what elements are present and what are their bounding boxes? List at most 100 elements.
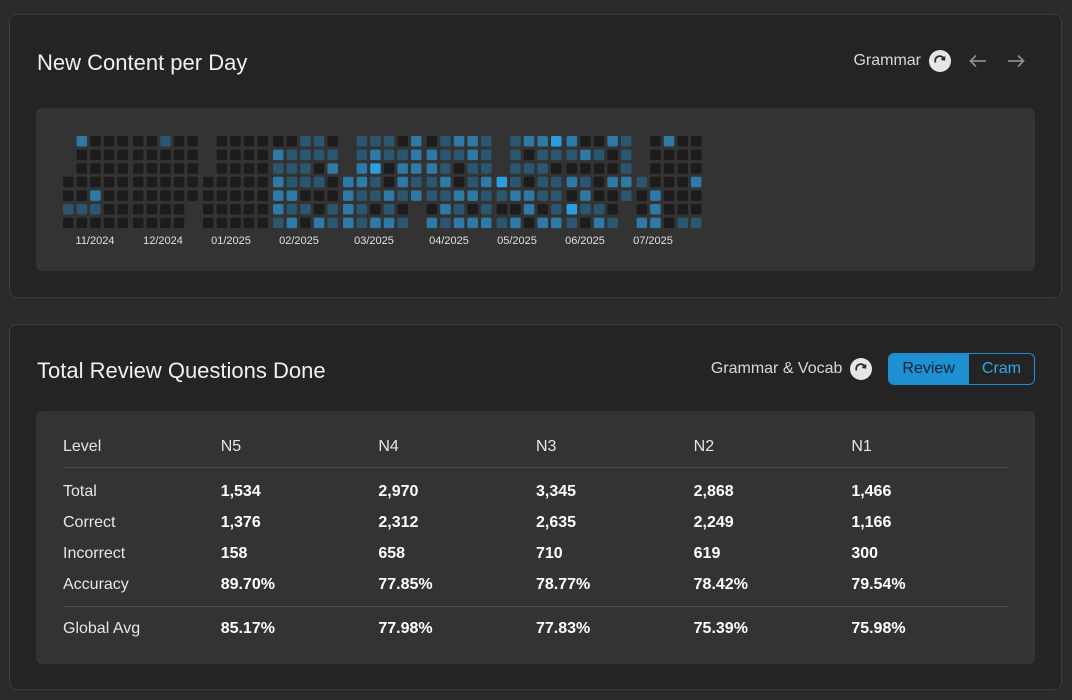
- heatmap-cell[interactable]: [551, 149, 562, 161]
- heatmap-cell[interactable]: [356, 217, 368, 229]
- heatmap-cell[interactable]: [370, 163, 381, 174]
- heatmap-cell[interactable]: [607, 204, 618, 215]
- heatmap-cell[interactable]: [160, 149, 171, 161]
- heatmap-cell[interactable]: [650, 204, 661, 215]
- heatmap-cell[interactable]: [467, 190, 478, 201]
- heatmap-cell[interactable]: [593, 176, 605, 188]
- heatmap-cell[interactable]: [607, 217, 618, 229]
- heatmap-cell[interactable]: [691, 163, 702, 174]
- heatmap-cell[interactable]: [356, 149, 368, 161]
- heatmap-cell[interactable]: [537, 190, 548, 201]
- heatmap-cell[interactable]: [677, 149, 688, 161]
- heatmap-cell[interactable]: [426, 136, 438, 147]
- heatmap-cell[interactable]: [63, 176, 74, 188]
- heatmap-cell[interactable]: [273, 149, 284, 161]
- heatmap-cell[interactable]: [133, 217, 144, 229]
- heatmap-cell[interactable]: [243, 190, 255, 201]
- heatmap-cell[interactable]: [510, 190, 521, 201]
- heatmap-cell[interactable]: [343, 204, 354, 215]
- heatmap-cell[interactable]: [537, 163, 548, 174]
- heatmap-cell[interactable]: [356, 190, 368, 201]
- heatmap-cell[interactable]: [440, 149, 451, 161]
- heatmap-cell[interactable]: [593, 190, 605, 201]
- heatmap-cell[interactable]: [453, 190, 465, 201]
- heatmap-cell[interactable]: [481, 217, 492, 229]
- heatmap-cell[interactable]: [90, 176, 101, 188]
- heatmap-cell[interactable]: [63, 190, 74, 201]
- heatmap-cell[interactable]: [133, 176, 144, 188]
- heatmap-cell[interactable]: [677, 190, 688, 201]
- heatmap-cell[interactable]: [286, 176, 298, 188]
- cram-toggle-button[interactable]: Cram: [967, 354, 1034, 384]
- heatmap-cell[interactable]: [580, 163, 591, 174]
- heatmap-cell[interactable]: [677, 204, 688, 215]
- heatmap-cell[interactable]: [273, 217, 284, 229]
- heatmap-cell[interactable]: [216, 176, 228, 188]
- heatmap-cell[interactable]: [203, 217, 214, 229]
- heatmap-cell[interactable]: [257, 163, 268, 174]
- heatmap-cell[interactable]: [636, 217, 648, 229]
- heatmap-cell[interactable]: [510, 204, 521, 215]
- heatmap-cell[interactable]: [63, 217, 74, 229]
- heatmap-cell[interactable]: [103, 217, 115, 229]
- heatmap-cell[interactable]: [173, 136, 185, 147]
- heatmap-cell[interactable]: [440, 204, 451, 215]
- heatmap-cell[interactable]: [566, 204, 578, 215]
- heatmap-cell[interactable]: [523, 176, 535, 188]
- heatmap-cell[interactable]: [286, 149, 298, 161]
- heatmap-cell[interactable]: [663, 176, 675, 188]
- heatmap-cell[interactable]: [481, 176, 492, 188]
- heatmap-cell[interactable]: [90, 136, 101, 147]
- heatmap-cell[interactable]: [230, 136, 241, 147]
- heatmap-cell[interactable]: [440, 176, 451, 188]
- heatmap-cell[interactable]: [343, 217, 354, 229]
- heatmap-cell[interactable]: [383, 217, 395, 229]
- heatmap-cell[interactable]: [173, 176, 185, 188]
- heatmap-cell[interactable]: [453, 149, 465, 161]
- heatmap-cell[interactable]: [663, 190, 675, 201]
- heatmap-cell[interactable]: [481, 190, 492, 201]
- heatmap-cell[interactable]: [300, 190, 311, 201]
- heatmap-cell[interactable]: [566, 149, 578, 161]
- heatmap-cell[interactable]: [133, 204, 144, 215]
- heatmap-cell[interactable]: [397, 176, 408, 188]
- heatmap-cell[interactable]: [650, 149, 661, 161]
- heatmap-cell[interactable]: [650, 190, 661, 201]
- heatmap-cell[interactable]: [216, 204, 228, 215]
- prev-arrow-icon[interactable]: [967, 50, 989, 72]
- heatmap-cell[interactable]: [257, 204, 268, 215]
- heatmap-cell[interactable]: [257, 176, 268, 188]
- heatmap-cell[interactable]: [496, 204, 508, 215]
- heatmap-cell[interactable]: [411, 136, 422, 147]
- heatmap-cell[interactable]: [313, 136, 325, 147]
- heatmap-cell[interactable]: [383, 136, 395, 147]
- heatmap-cell[interactable]: [593, 149, 605, 161]
- heatmap-cell[interactable]: [481, 204, 492, 215]
- heatmap-cell[interactable]: [146, 190, 158, 201]
- heatmap-cell[interactable]: [467, 136, 478, 147]
- heatmap-cell[interactable]: [203, 204, 214, 215]
- heatmap-cell[interactable]: [663, 163, 675, 174]
- heatmap-cell[interactable]: [173, 217, 185, 229]
- heatmap-cell[interactable]: [187, 136, 198, 147]
- heatmap-cell[interactable]: [566, 136, 578, 147]
- heatmap-cell[interactable]: [273, 163, 284, 174]
- heatmap-cell[interactable]: [621, 149, 632, 161]
- heatmap-cell[interactable]: [677, 217, 688, 229]
- heatmap-cell[interactable]: [551, 136, 562, 147]
- heatmap-cell[interactable]: [90, 217, 101, 229]
- heatmap-cell[interactable]: [467, 163, 478, 174]
- heatmap-cell[interactable]: [636, 204, 648, 215]
- heatmap-cell[interactable]: [286, 136, 298, 147]
- heatmap-cell[interactable]: [257, 190, 268, 201]
- heatmap-cell[interactable]: [230, 176, 241, 188]
- heatmap-cell[interactable]: [607, 136, 618, 147]
- next-arrow-icon[interactable]: [1005, 50, 1027, 72]
- heatmap-cell[interactable]: [300, 176, 311, 188]
- heatmap-cell[interactable]: [397, 136, 408, 147]
- heatmap-cell[interactable]: [510, 163, 521, 174]
- heatmap-cell[interactable]: [230, 163, 241, 174]
- heatmap-cell[interactable]: [76, 163, 88, 174]
- heatmap-cell[interactable]: [440, 190, 451, 201]
- heatmap-cell[interactable]: [551, 190, 562, 201]
